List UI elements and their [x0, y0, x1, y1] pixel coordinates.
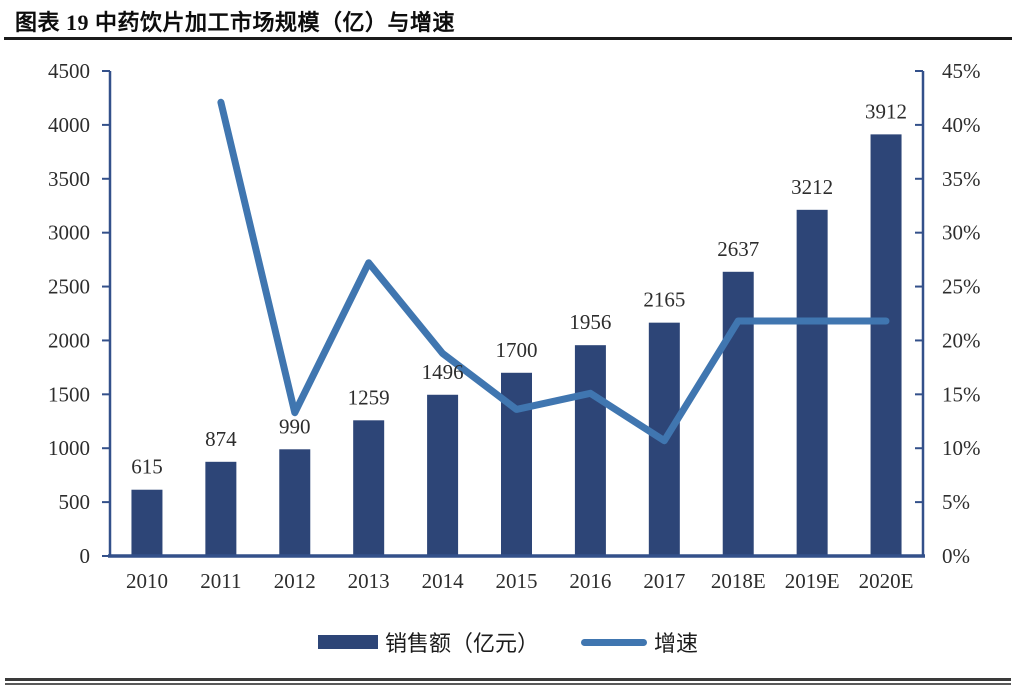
x-tick-label: 2014 — [422, 569, 465, 593]
left-axis-tick-label: 1500 — [48, 382, 90, 406]
bar-value-label: 3212 — [791, 175, 833, 199]
x-tick-label: 2013 — [348, 569, 390, 593]
chart-title: 图表 19 中药饮片加工市场规模（亿）与增速 — [15, 10, 456, 35]
right-axis-tick-label: 25% — [942, 275, 981, 299]
left-axis-tick-label: 4500 — [48, 59, 90, 83]
bar-2016 — [574, 345, 606, 556]
bar-series-swatch — [317, 635, 378, 649]
bar-value-label: 1700 — [496, 338, 538, 362]
bar-value-label: 2637 — [717, 237, 759, 261]
left-axis-tick-label: 3000 — [48, 221, 90, 245]
line-series-swatch — [581, 638, 647, 646]
bar-2010 — [131, 489, 163, 556]
legend-item-growth: 增速 — [581, 626, 698, 658]
right-axis-tick-label: 0% — [942, 544, 970, 568]
legend-label-sales: 销售额（亿元） — [384, 631, 539, 656]
chart-legend: 销售额（亿元） 增速 — [0, 626, 1016, 658]
legend-label-growth: 增速 — [654, 631, 699, 656]
bar-2012 — [279, 449, 311, 556]
bar-2011 — [205, 461, 237, 556]
right-axis-tick-label: 15% — [942, 382, 981, 406]
bar-value-label: 1496 — [422, 360, 464, 384]
left-axis-tick-label: 1000 — [48, 436, 90, 460]
left-axis-tick-label: 500 — [59, 490, 91, 514]
x-tick-label: 2017 — [643, 569, 685, 593]
bar-2013 — [353, 420, 385, 556]
title-underline — [4, 37, 1012, 40]
right-axis-tick-label: 45% — [942, 59, 981, 83]
left-axis-tick-label: 0 — [80, 544, 91, 568]
combo-chart: 0 500 1000 1500 2000 2500 3000 3500 4000 4500 0% 5%… — [48, 59, 981, 593]
left-axis-tick-label: 2500 — [48, 275, 90, 299]
bar-value-label: 874 — [205, 427, 237, 451]
bar-2018E — [722, 271, 754, 556]
right-axis-tick-label: 35% — [942, 167, 981, 191]
bar-2020E — [870, 134, 902, 556]
x-tick-label: 2012 — [274, 569, 316, 593]
x-tick-label: 2011 — [200, 569, 241, 593]
bar-2019E — [796, 209, 828, 556]
growth-rate-line — [217, 98, 890, 445]
right-axis-tick-label: 10% — [942, 436, 981, 460]
left-axis-tick-label: 4000 — [48, 113, 90, 137]
right-axis-tick-label: 20% — [942, 328, 981, 352]
bar-2014 — [427, 394, 459, 556]
bar-value-label: 615 — [131, 455, 163, 479]
legend-item-sales: 销售额（亿元） — [317, 626, 539, 658]
x-tick-label: 2016 — [569, 569, 611, 593]
right-axis-tick-label: 5% — [942, 490, 970, 514]
right-axis-tick-label: 40% — [942, 113, 981, 137]
bar-value-label: 1259 — [348, 385, 390, 409]
x-tick-label: 2019E — [785, 569, 840, 593]
bar-value-label: 1956 — [569, 310, 611, 334]
left-axis-tick-label: 3500 — [48, 167, 90, 191]
x-tick-label: 2018E — [711, 569, 766, 593]
bottom-double-rule — [5, 678, 1011, 685]
bar-value-label: 990 — [279, 414, 311, 438]
left-axis-tick-label: 2000 — [48, 328, 90, 352]
bar-value-label: 3912 — [865, 99, 907, 123]
bar-value-label: 2165 — [643, 288, 685, 312]
x-tick-label: 2010 — [126, 569, 168, 593]
right-axis-tick-label: 30% — [942, 221, 981, 245]
x-tick-label: 2015 — [496, 569, 538, 593]
x-tick-label: 2020E — [859, 569, 914, 593]
